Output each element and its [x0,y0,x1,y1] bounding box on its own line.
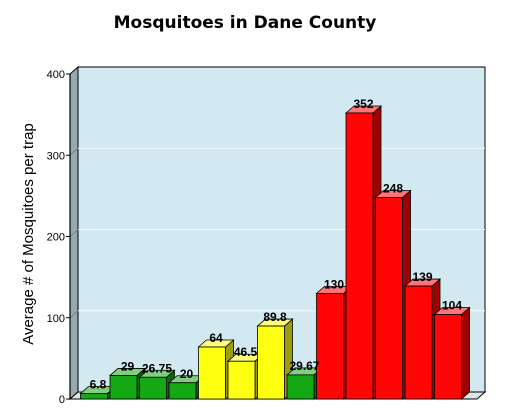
bar-data-label: 139 [412,270,432,284]
bar-side [461,306,470,400]
chart-title: Mosquitoes in Dane County [114,13,377,33]
bar-data-label: 130 [324,277,344,291]
bar-front [257,325,285,400]
y-axis: 0 100 200 300 400 [47,69,71,406]
y-tick-label: 200 [47,232,65,244]
bar-front [168,382,197,400]
bar-front [80,393,108,400]
bar-data-label: 6.8 [90,377,107,391]
bar-data-label: 26.75 [142,361,172,375]
bar-front [434,314,462,400]
bars-group [79,105,471,400]
bar-data-label: 64 [209,331,223,345]
bar [403,278,442,400]
bar-front [404,285,433,400]
y-tick-label: 0 [59,394,65,406]
bar-data-label: 29.67 [289,359,319,373]
bar [433,306,471,400]
bar-front [139,376,167,400]
bar-front [286,374,315,400]
bar-front [375,197,403,400]
bar-front [198,346,226,400]
y-tick-label: 400 [47,69,65,81]
bar-data-label: 352 [353,97,373,111]
bar-data-label: 20 [180,367,194,381]
bar-front [316,292,344,400]
grid-line-wall [69,310,79,319]
y-axis-label: Average # of Mosquitoes per trap [20,123,37,345]
bar-data-label: 248 [383,182,403,196]
bar-data-label: 29 [121,359,135,373]
y-tick-label: 300 [47,150,65,162]
grid-line-wall [69,229,79,237]
grid-line-wall [69,147,79,156]
bar-data-label: 104 [442,299,462,313]
bar-front [227,360,256,400]
bar-data-label: 89.8 [263,310,287,324]
bar-data-label: 46.5 [234,345,258,359]
bar-front [109,375,138,400]
y-tick-label: 100 [47,313,65,325]
bar [197,339,235,400]
grid-lines [69,147,485,319]
data-labels-group: 6.8 29 26.75 20 64 46.5 89.8 29.67 130 352 248 139 1… [90,97,463,391]
bar-front [345,112,374,400]
